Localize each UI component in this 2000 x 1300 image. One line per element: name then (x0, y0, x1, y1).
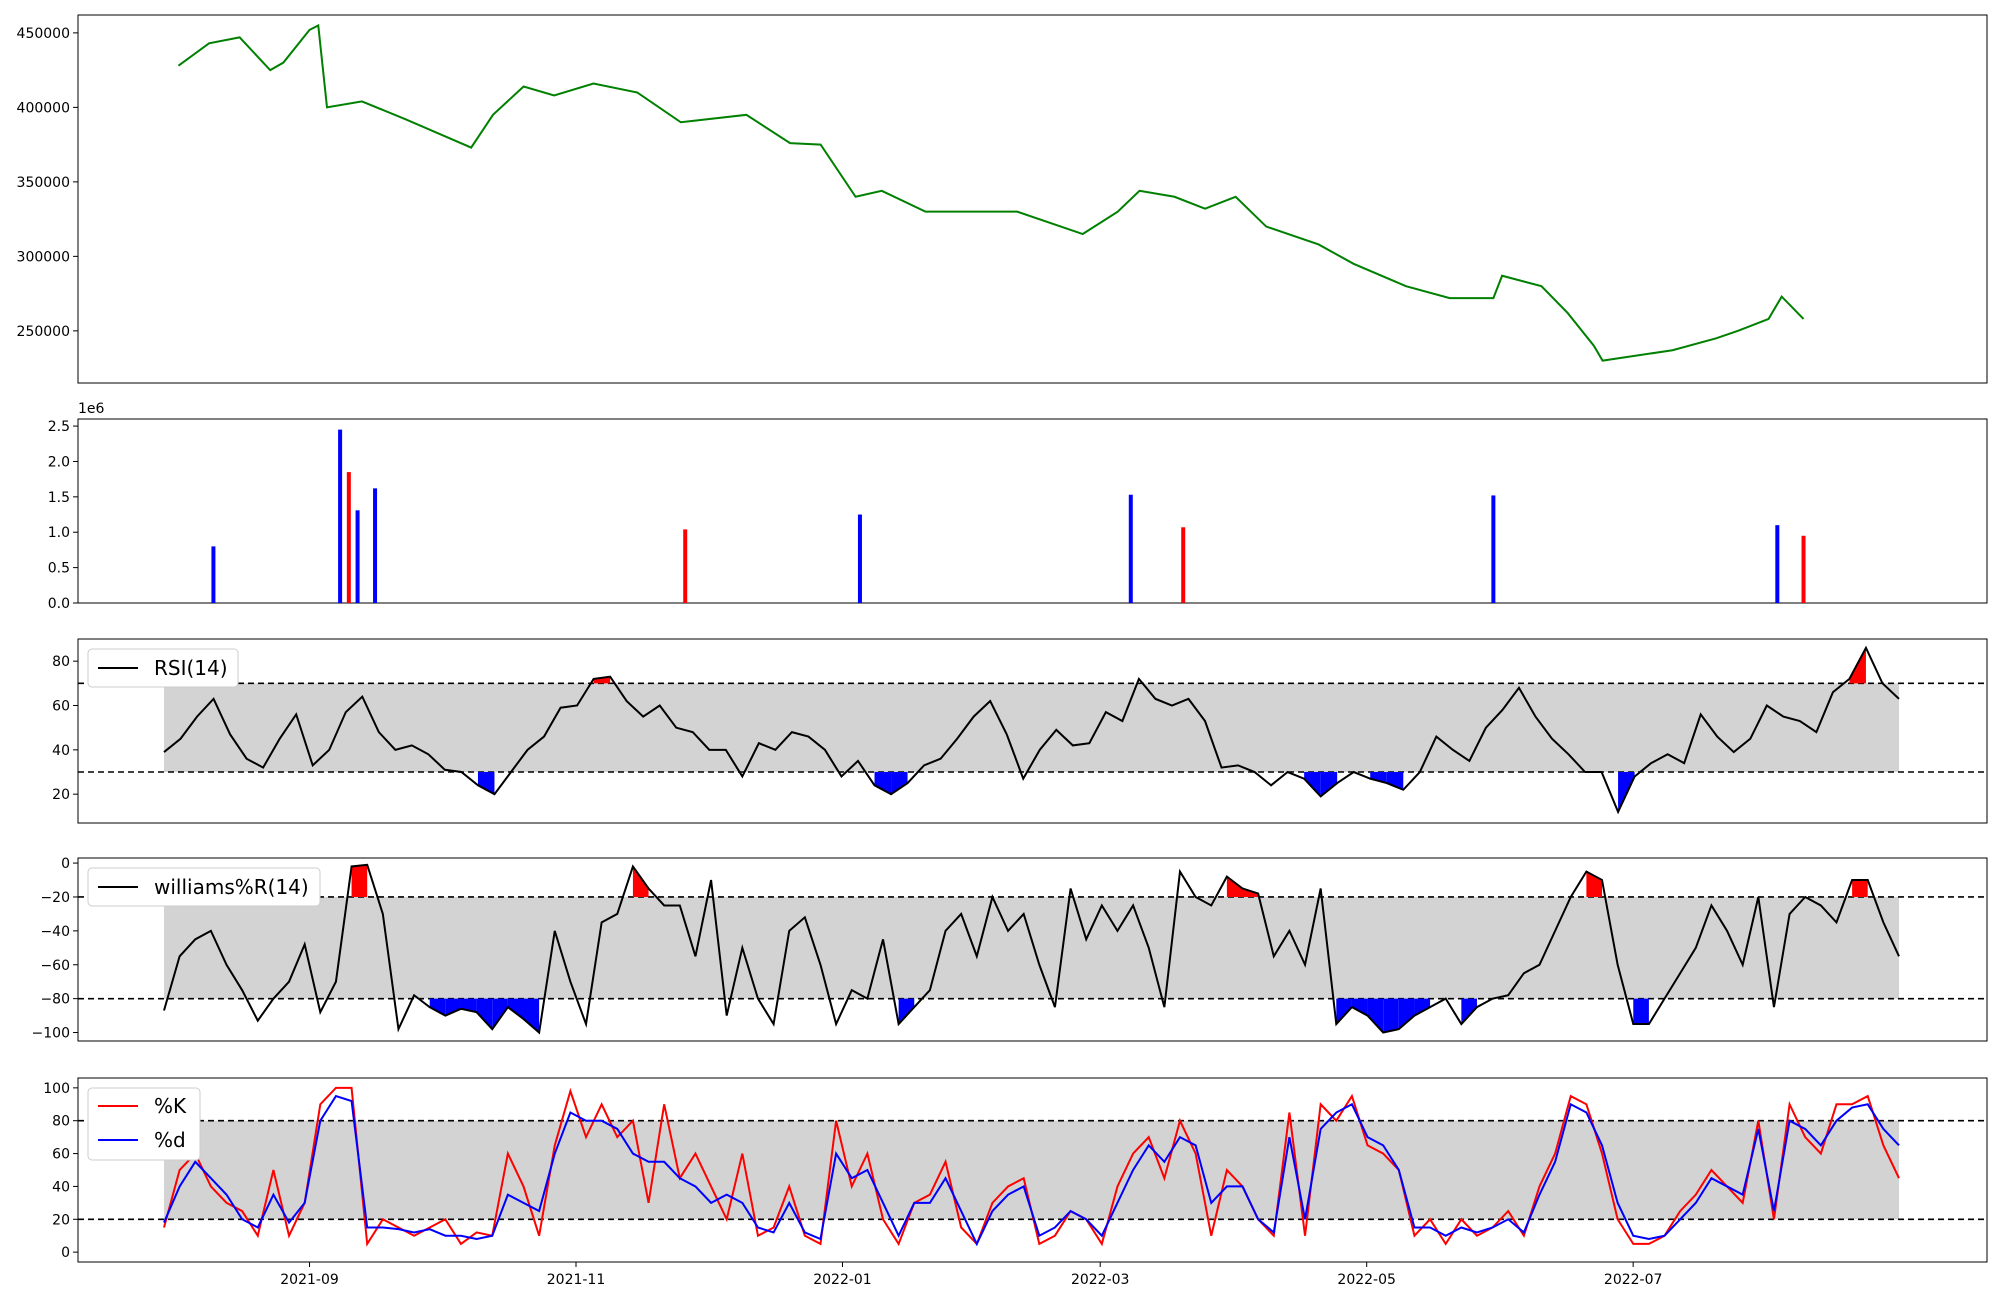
rsi-oversold-fill (874, 772, 892, 795)
stochastic-legend-label: %K (154, 1094, 187, 1118)
williams-oversold-fill (476, 998, 493, 1030)
williams-oversold-fill (445, 998, 461, 1016)
price-y-tick-label: 400000 (17, 100, 70, 116)
williams-overbought-fill (1226, 876, 1243, 897)
volume-bar (1181, 527, 1186, 603)
volume-y-tick-label: 2.5 (48, 419, 70, 435)
volume-bar (355, 510, 360, 603)
x-tick-label: 2022-05 (1337, 1272, 1396, 1288)
volume-y-tick-label: 0.5 (48, 561, 70, 577)
volume-frame (77, 418, 1988, 604)
williams-overbought-fill (1852, 880, 1868, 897)
stochastic-y-tick-label: 60 (52, 1147, 70, 1163)
volume-bar (1128, 494, 1133, 603)
date-axis: 2021-09 2021-11 2022-01 2022-03 2022-05 2022-… (280, 1262, 1662, 1288)
williams-oversold-fill (492, 998, 508, 1030)
williams-oversold-fill (1367, 998, 1384, 1033)
volume-bar (346, 472, 351, 603)
williams-oversold-fill (1461, 998, 1477, 1025)
williams-band-fill (164, 896, 1899, 999)
rsi-oversold-fill (1370, 772, 1387, 784)
volume-scale-label: 1e6 (78, 401, 105, 417)
volume-bar (683, 529, 688, 603)
williams-oversold-fill (1414, 998, 1431, 1016)
volume-y-tick-label: 1.5 (48, 490, 70, 506)
stochastic-y-tick-label: 20 (52, 1212, 70, 1228)
rsi-y-tick-label: 60 (52, 699, 70, 715)
williams-y-tick-label: 0 (61, 856, 70, 872)
williams-oversold-fill (1351, 998, 1368, 1016)
volume-y-tick-label: 1.0 (48, 525, 70, 541)
williams-panel: 0 −20 −40 −60 −80 −100 williams%R(14) (32, 856, 1988, 1042)
rsi-band-fill (164, 683, 1899, 773)
williams-oversold-fill (1383, 998, 1399, 1033)
rsi-oversold-fill (477, 772, 495, 795)
williams-legend-label: williams%R(14) (154, 875, 309, 899)
stochastic-y-tick-label: 80 (52, 1114, 70, 1130)
price-line (177, 23, 1805, 362)
volume-y-tick-label: 0.0 (48, 596, 70, 612)
rsi-oversold-fill (891, 772, 908, 795)
williams-oversold-fill (1336, 998, 1352, 1025)
williams-oversold-fill (1398, 998, 1415, 1030)
stochastic-y-tick-label: 40 (52, 1179, 70, 1195)
volume-bar (211, 546, 216, 603)
williams-oversold-fill (898, 998, 915, 1025)
williams-oversold-fill (429, 998, 446, 1016)
stochastic-y-tick-label: 100 (43, 1081, 70, 1097)
williams-oversold-fill (523, 998, 540, 1033)
williams-oversold-fill (507, 998, 524, 1019)
stochastic-line (163, 1094, 1900, 1247)
williams-y-tick-label: −40 (40, 924, 70, 940)
x-tick-label: 2021-11 (547, 1272, 606, 1288)
stochastic-y-tick-label: 0 (61, 1245, 70, 1261)
rsi-oversold-fill (1320, 772, 1338, 797)
rsi-y-tick-label: 40 (52, 743, 70, 759)
x-tick-label: 2021-09 (280, 1272, 339, 1288)
williams-y-tick-label: −60 (40, 958, 70, 974)
price-y-tick-label: 250000 (17, 324, 70, 340)
volume-bar (373, 488, 378, 603)
price-panel: 250000 300000 350000 400000 450000 (17, 14, 1988, 384)
volume-bar (1801, 535, 1806, 603)
volume-bar (1491, 495, 1496, 603)
williams-legend-box (87, 867, 321, 907)
rsi-legend-box (87, 648, 239, 688)
williams-y-tick-label: −80 (40, 992, 70, 1008)
williams-y-tick-label: −100 (32, 1026, 70, 1042)
williams-overbought-fill (632, 866, 649, 897)
rsi-legend-label: RSI(14) (154, 656, 228, 680)
rsi-panel: 20 40 60 80 RSI(14) (52, 638, 1988, 824)
volume-bar (1775, 525, 1780, 603)
williams-y-tick-label: −20 (40, 890, 70, 906)
rsi-line (163, 645, 1900, 815)
price-frame (77, 14, 1988, 384)
x-tick-label: 2022-01 (813, 1272, 872, 1288)
volume-y-tick-label: 2.0 (48, 454, 70, 470)
rsi-y-tick-label: 80 (52, 654, 70, 670)
williams-overbought-fill (351, 864, 368, 897)
rsi-y-tick-label: 20 (52, 787, 70, 803)
williams-line (163, 863, 1900, 1035)
price-y-tick-label: 350000 (17, 175, 70, 191)
stochastic-legend-label: %d (154, 1128, 186, 1152)
williams-oversold-fill (1633, 998, 1649, 1025)
rsi-oversold-fill (1304, 772, 1321, 797)
stochastic-panel: 0 20 40 60 80 100 %K %d (43, 1077, 1988, 1263)
price-y-tick-label: 450000 (17, 26, 70, 42)
volume-bar (857, 514, 862, 603)
x-tick-label: 2022-07 (1604, 1272, 1663, 1288)
stochastic-band-fill (164, 1120, 1899, 1220)
x-tick-label: 2022-03 (1071, 1272, 1130, 1288)
volume-bar (338, 429, 343, 603)
price-y-tick-label: 300000 (17, 249, 70, 265)
volume-panel: 0.0 0.5 1.0 1.5 2.0 2.5 1e6 (48, 401, 1988, 612)
rsi-oversold-fill (1386, 772, 1404, 790)
